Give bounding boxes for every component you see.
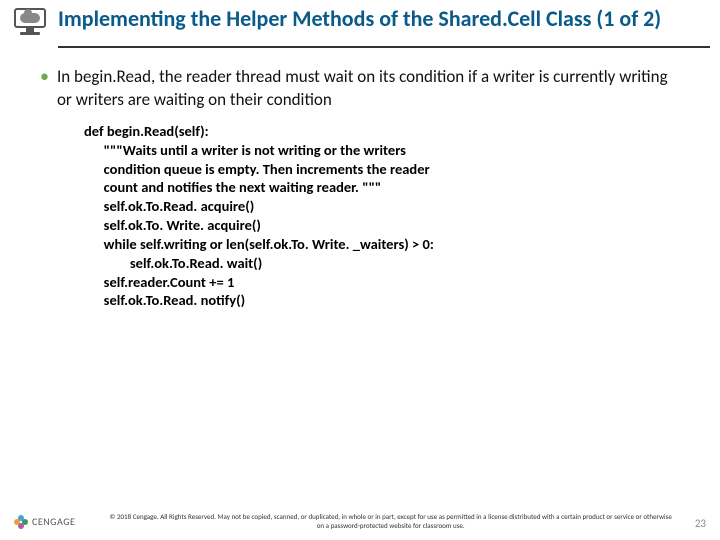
page-number: 23	[695, 517, 706, 530]
code-line: """Waits until a writer is not writing o…	[84, 141, 680, 160]
copyright-text: © 2018 Cengage. All Rights Reserved. May…	[75, 513, 706, 530]
code-line: while self.writing or len(self.ok.To. Wr…	[84, 235, 680, 254]
code-line: self.ok.To.Read. acquire()	[84, 197, 680, 216]
cengage-logo-text: CENGAGE	[32, 515, 75, 528]
code-line: self.ok.To. Write. acquire()	[84, 216, 680, 235]
computer-cloud-icon	[10, 8, 50, 42]
code-block: def begin.Read(self): """Waits until a w…	[84, 122, 680, 310]
slide-title: Implementing the Helper Methods of the S…	[58, 6, 661, 31]
code-line: self.ok.To.Read. wait()	[84, 254, 680, 273]
bullet-marker: •	[40, 66, 49, 88]
title-rule	[58, 46, 710, 48]
cengage-logo-icon	[14, 515, 28, 529]
slide-header: Implementing the Helper Methods of the S…	[0, 0, 720, 46]
slide-footer: CENGAGE © 2018 Cengage. All Rights Reser…	[0, 513, 720, 530]
cengage-logo: CENGAGE	[14, 515, 75, 529]
code-line: self.reader.Count += 1	[84, 273, 680, 292]
slide-content: • In begin.Read, the reader thread must …	[0, 66, 720, 310]
code-line: count and notifies the next waiting read…	[84, 178, 680, 197]
code-line: def begin.Read(self):	[84, 122, 680, 141]
code-line: condition queue is empty. Then increment…	[84, 160, 680, 179]
code-line: self.ok.To.Read. notify()	[84, 291, 680, 310]
bullet-item: • In begin.Read, the reader thread must …	[40, 66, 680, 112]
bullet-text: In begin.Read, the reader thread must wa…	[57, 66, 680, 112]
